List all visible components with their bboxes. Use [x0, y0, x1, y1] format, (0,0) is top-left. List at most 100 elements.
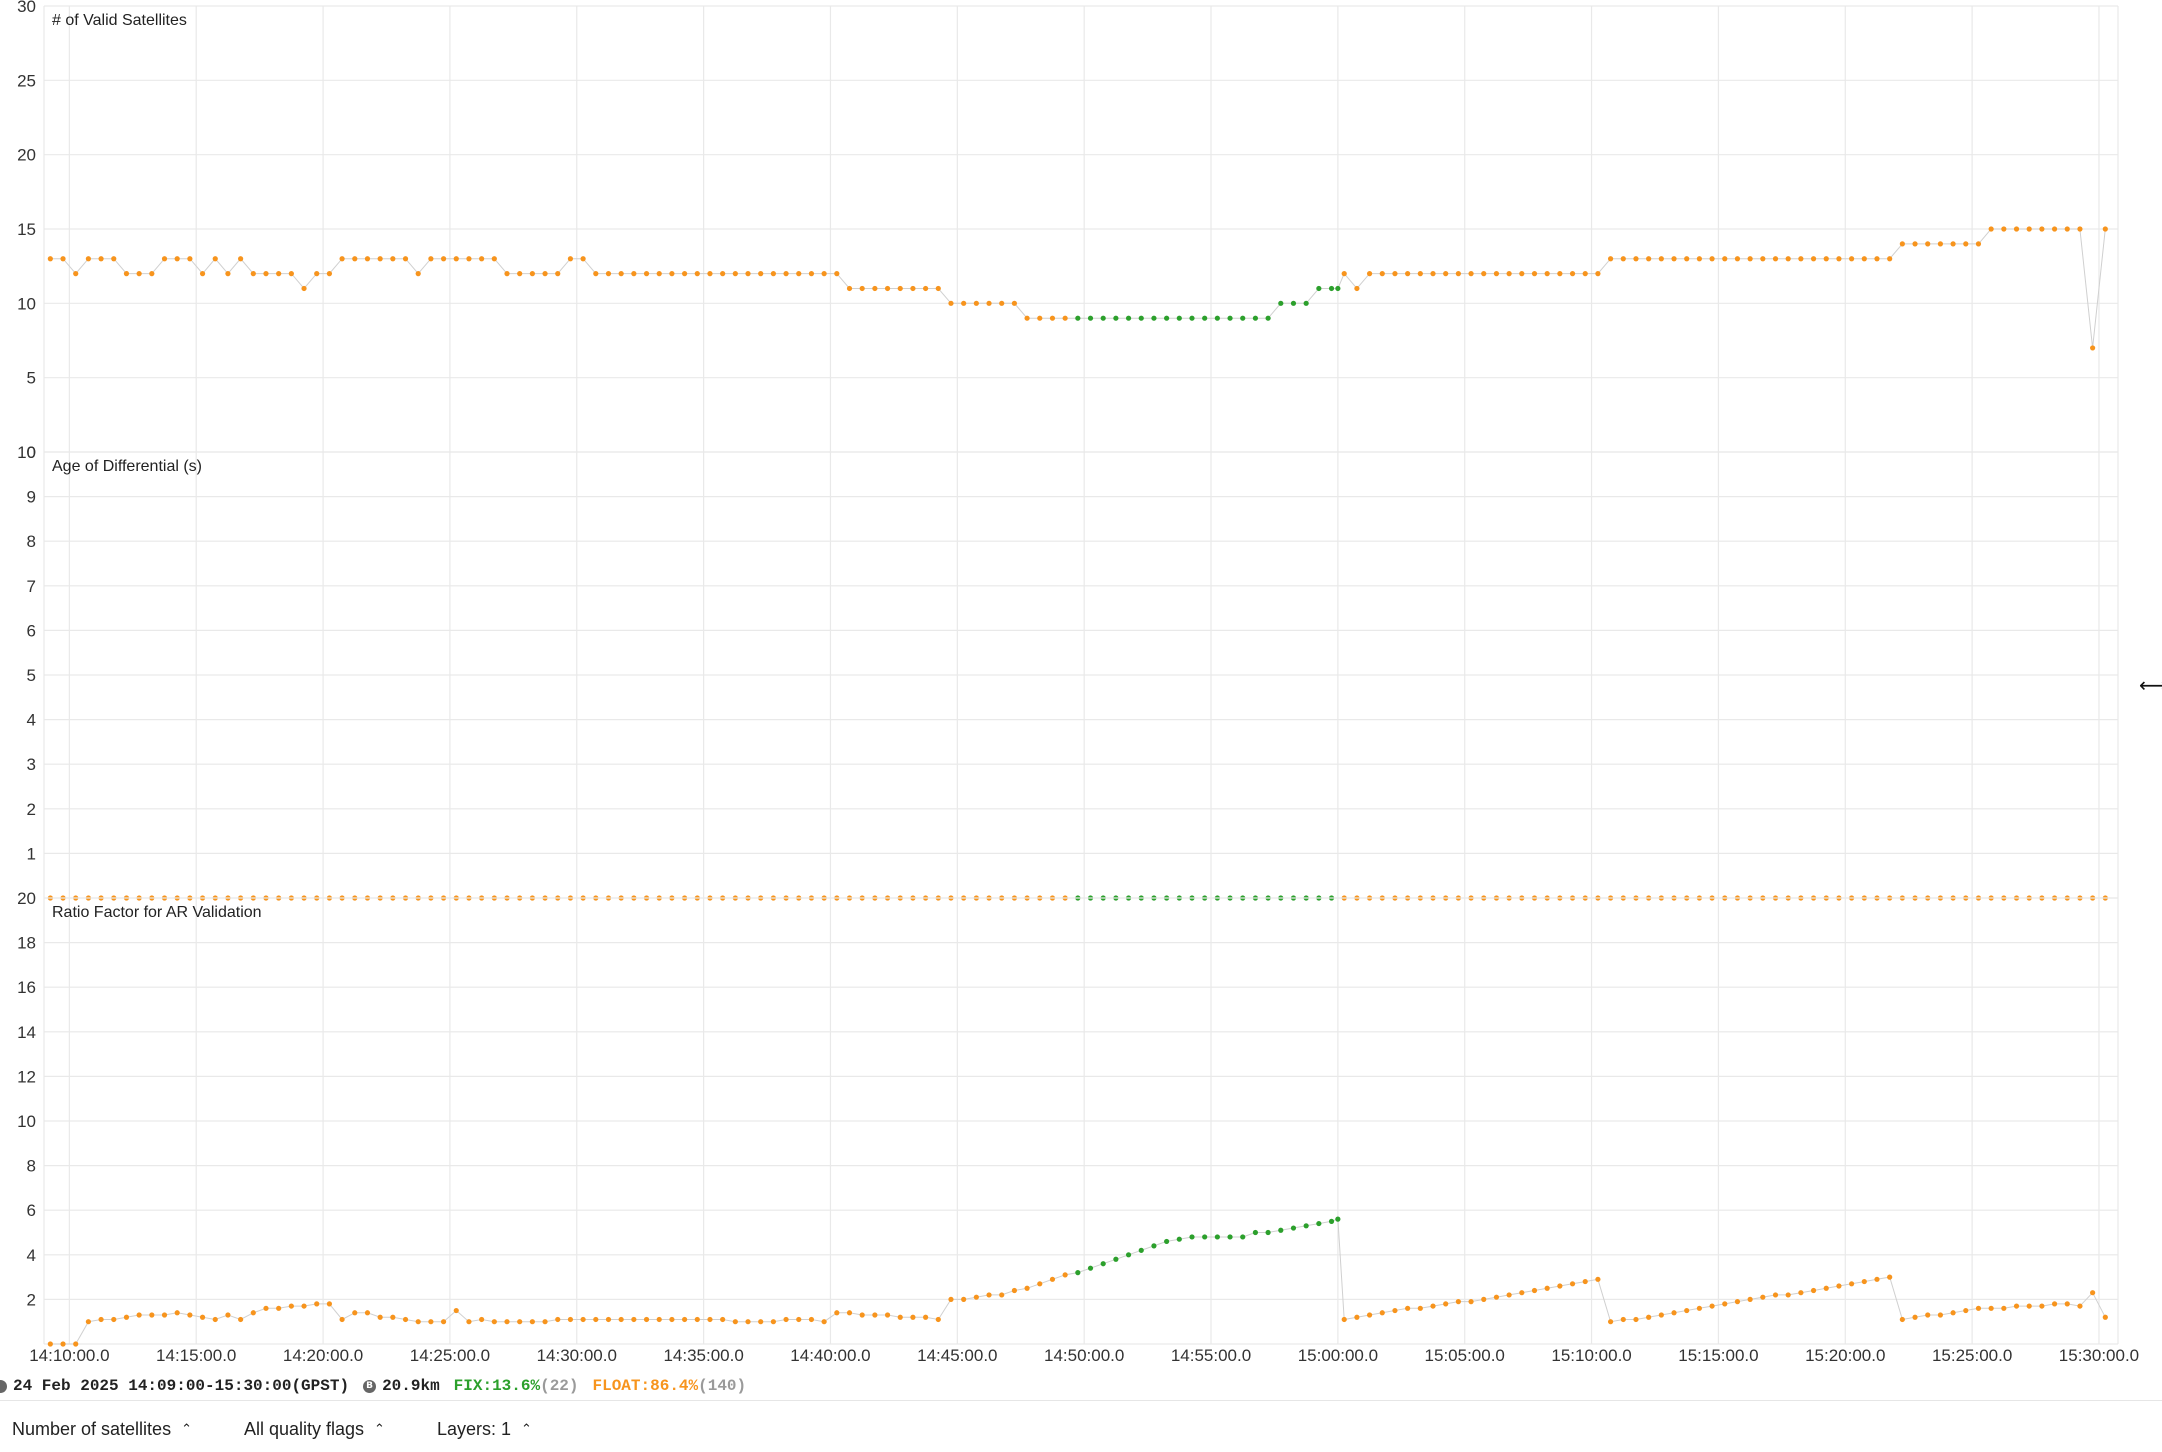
fix-point: [1227, 1234, 1233, 1240]
float-point: [1760, 1294, 1766, 1300]
float-point: [542, 271, 548, 277]
float-point: [555, 271, 561, 277]
float-point: [111, 256, 117, 262]
x-tick-label: 14:25:00.0: [410, 1346, 490, 1365]
float-point: [846, 285, 853, 292]
float-point: [1747, 256, 1753, 262]
float-point: [2039, 226, 2045, 232]
float-point: [1798, 1290, 1804, 1296]
y-tick-label: 15: [17, 220, 36, 239]
float-point: [872, 285, 878, 292]
float-point: [1950, 241, 1956, 247]
float-point: [529, 1319, 535, 1325]
float-point: [1544, 271, 1550, 277]
y-tick-label: 16: [17, 978, 36, 997]
y-tick-label: 4: [27, 1246, 36, 1265]
float-point: [2077, 1303, 2083, 1309]
float-point: [288, 271, 294, 277]
float-point: [681, 271, 688, 277]
y-tick-label: 0: [27, 443, 36, 462]
float-point: [605, 1316, 612, 1323]
layers-dropdown[interactable]: Layers: 1 ⌃: [437, 1419, 532, 1440]
float-point: [364, 1310, 371, 1316]
float-point: [542, 1319, 548, 1325]
float-point: [199, 1314, 206, 1320]
float-point: [1392, 271, 1398, 277]
float-point: [1037, 1281, 1043, 1287]
float-point: [2102, 1314, 2108, 1320]
float-point: [1405, 271, 1411, 277]
float-point: [935, 285, 941, 292]
y-tick-label: 12: [17, 1067, 36, 1086]
float-point: [1607, 256, 1614, 262]
fix-point: [1125, 315, 1132, 321]
resize-horizontal-icon[interactable]: ⟷: [2139, 673, 2162, 697]
float-point: [821, 1319, 827, 1325]
float-point: [2051, 226, 2058, 232]
float-point: [250, 1310, 256, 1316]
float-point: [2077, 226, 2083, 232]
float-point: [314, 1301, 320, 1307]
float-point: [1975, 241, 1982, 247]
float-point: [643, 271, 650, 277]
float-point: [973, 300, 979, 306]
float-point: [301, 285, 307, 292]
float-point: [669, 1316, 675, 1323]
panel-title: # of Valid Satellites: [52, 12, 187, 29]
plot-type-dropdown[interactable]: Number of satellites ⌃: [12, 1419, 192, 1440]
float-point: [1709, 256, 1715, 262]
fix-point: [1176, 315, 1182, 321]
float-point: [859, 285, 865, 292]
float-point: [1544, 1285, 1550, 1291]
float-point: [2064, 1301, 2070, 1307]
float-point: [1455, 1299, 1461, 1305]
float-point: [1823, 256, 1829, 262]
fix-point: [1303, 1223, 1309, 1229]
fix-point: [1265, 315, 1271, 321]
float-point: [352, 1310, 358, 1316]
float-point: [1620, 256, 1626, 262]
float-point: [1975, 1305, 1982, 1311]
fix-point: [1075, 1270, 1081, 1276]
float-point: [910, 1314, 916, 1320]
float-point: [1430, 1303, 1436, 1309]
quality-flags-dropdown[interactable]: All quality flags ⌃: [244, 1419, 385, 1440]
float-point: [288, 1303, 294, 1309]
float-point: [1810, 256, 1817, 262]
float-point: [1506, 1292, 1512, 1298]
float-point: [504, 271, 510, 277]
float-point: [390, 256, 396, 262]
float-point: [1569, 271, 1576, 277]
float-point: [1557, 1283, 1563, 1289]
status-bar: 24 Feb 2025 14:09:00-15:30:00(GPST) B 20.9…: [0, 1372, 2162, 1400]
float-point: [1963, 1307, 1969, 1314]
float-point: [859, 1312, 865, 1318]
float-point: [1988, 226, 1994, 232]
float-point: [580, 1316, 586, 1323]
float-point: [1341, 271, 1347, 277]
y-tick-label: 8: [27, 532, 36, 551]
fix-point: [1164, 1238, 1170, 1245]
chevron-up-icon: ⌃: [181, 1421, 192, 1437]
fix-point: [1100, 315, 1106, 321]
float-count: (140): [698, 1377, 747, 1395]
float-point: [1607, 1319, 1614, 1325]
float-point: [694, 271, 700, 277]
float-point: [1861, 1278, 1867, 1285]
fix-point: [1316, 1220, 1322, 1227]
float-point: [580, 256, 586, 262]
fix-point: [1151, 315, 1157, 321]
chart[interactable]: 14:10:00.0 14:15:00.0 14:20:00.0 14:25:00.0…: [0, 0, 2162, 1372]
float-point: [136, 271, 142, 277]
y-tick-label: 10: [17, 294, 36, 313]
y-tick-label: 18: [17, 934, 36, 953]
float-point: [390, 1314, 396, 1320]
x-tick-label: 15:00:00.0: [1298, 1346, 1378, 1365]
float-point: [758, 1319, 764, 1325]
float-point: [301, 1303, 307, 1309]
y-tick-label: 4: [27, 711, 36, 730]
x-tick-label: 15:15:00.0: [1678, 1346, 1758, 1365]
float-point: [402, 1316, 409, 1323]
float-point: [1937, 1312, 1944, 1318]
float-point: [1633, 256, 1639, 262]
